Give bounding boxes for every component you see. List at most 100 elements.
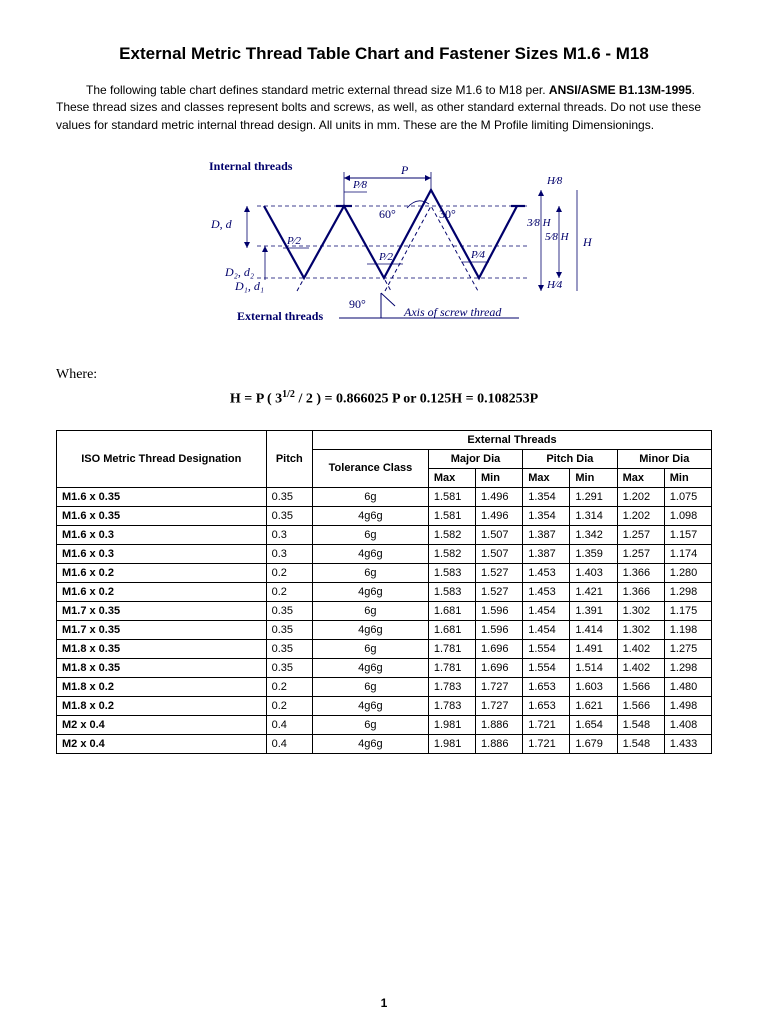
thread-table: ISO Metric Thread Designation Pitch Exte… (56, 430, 712, 754)
table-cell: 4g6g (313, 734, 429, 753)
table-cell: 0.35 (266, 506, 312, 525)
table-cell: 6g (313, 639, 429, 658)
table-cell: 0.2 (266, 582, 312, 601)
table-cell: 6g (313, 601, 429, 620)
table-cell: 0.35 (266, 639, 312, 658)
table-cell: 4g6g (313, 544, 429, 563)
table-cell: 1.480 (664, 677, 711, 696)
table-cell: 1.387 (523, 544, 570, 563)
page-number: 1 (0, 996, 768, 1010)
diagram-Dd: D, d (210, 217, 233, 231)
table-cell: 1.582 (428, 544, 475, 563)
table-cell: 1.596 (476, 601, 523, 620)
table-cell: M1.8 x 0.2 (57, 677, 267, 696)
table-row: M2 x 0.40.46g1.9811.8861.7211.6541.5481.… (57, 715, 712, 734)
table-cell: 1.783 (428, 677, 475, 696)
table-cell: 0.3 (266, 544, 312, 563)
table-cell: 1.257 (617, 525, 664, 544)
th-pitchdia: Pitch Dia (523, 449, 617, 468)
table-row: M1.6 x 0.20.24g6g1.5831.5271.4531.4211.3… (57, 582, 712, 601)
diagram-angle60: 60° (379, 207, 396, 221)
table-cell: 1.366 (617, 582, 664, 601)
table-cell: 0.4 (266, 734, 312, 753)
table-cell: M1.8 x 0.2 (57, 696, 267, 715)
table-cell: M1.6 x 0.2 (57, 582, 267, 601)
table-cell: 1.408 (664, 715, 711, 734)
diagram-angle90: 90° (349, 297, 366, 311)
diagram-axis-label: Axis of screw thread (403, 305, 502, 319)
table-cell: 1.157 (664, 525, 711, 544)
table-cell: 6g (313, 715, 429, 734)
table-cell: 0.2 (266, 696, 312, 715)
table-cell: 1.342 (570, 525, 617, 544)
table-cell: 4g6g (313, 582, 429, 601)
thread-diagram: Axis of screw thread 90° (56, 148, 712, 343)
table-row: M1.8 x 0.20.24g6g1.7831.7271.6531.6211.5… (57, 696, 712, 715)
table-cell: 1.583 (428, 582, 475, 601)
table-row: M1.8 x 0.350.354g6g1.7811.6961.5541.5141… (57, 658, 712, 677)
diagram-P: P (400, 163, 409, 177)
table-cell: 1.679 (570, 734, 617, 753)
table-cell: 6g (313, 563, 429, 582)
table-row: M1.6 x 0.350.356g1.5811.4961.3541.2911.2… (57, 487, 712, 506)
table-cell: 1.653 (523, 677, 570, 696)
table-cell: 1.981 (428, 715, 475, 734)
table-cell: 1.886 (476, 715, 523, 734)
table-cell: 1.527 (476, 582, 523, 601)
table-cell: 1.527 (476, 563, 523, 582)
diagram-H4: H⁄4 (546, 279, 563, 291)
table-cell: 1.496 (476, 487, 523, 506)
table-cell: 1.514 (570, 658, 617, 677)
th-minor-min: Min (664, 468, 711, 487)
table-cell: 6g (313, 525, 429, 544)
table-cell: 1.314 (570, 506, 617, 525)
th-designation: ISO Metric Thread Designation (57, 430, 267, 487)
table-cell: 1.727 (476, 677, 523, 696)
table-cell: 0.35 (266, 487, 312, 506)
table-row: M1.8 x 0.350.356g1.7811.6961.5541.4911.4… (57, 639, 712, 658)
table-cell: 1.696 (476, 658, 523, 677)
diagram-38H: 3⁄8 H (526, 217, 552, 229)
table-cell: 1.454 (523, 620, 570, 639)
table-cell: 1.298 (664, 658, 711, 677)
diagram-P4: P⁄4 (470, 249, 486, 261)
table-cell: 1.981 (428, 734, 475, 753)
table-cell: 1.581 (428, 506, 475, 525)
table-row: M2 x 0.40.44g6g1.9811.8861.7211.6791.548… (57, 734, 712, 753)
intro-paragraph: The following table chart defines standa… (56, 82, 712, 134)
table-row: M1.6 x 0.30.36g1.5821.5071.3871.3421.257… (57, 525, 712, 544)
diagram-D1d1: D₁, d₁ (234, 279, 264, 293)
th-pitch: Pitch (266, 430, 312, 487)
table-cell: 1.391 (570, 601, 617, 620)
diagram-H: H (582, 235, 593, 249)
th-major-max: Max (428, 468, 475, 487)
table-cell: 1.507 (476, 525, 523, 544)
table-cell: 1.454 (523, 601, 570, 620)
table-cell: 1.566 (617, 677, 664, 696)
table-cell: M2 x 0.4 (57, 734, 267, 753)
table-cell: 6g (313, 487, 429, 506)
table-cell: 1.681 (428, 620, 475, 639)
th-major-min: Min (476, 468, 523, 487)
table-cell: 0.4 (266, 715, 312, 734)
table-cell: M1.7 x 0.35 (57, 601, 267, 620)
table-cell: 1.433 (664, 734, 711, 753)
table-cell: 0.35 (266, 658, 312, 677)
table-cell: 1.548 (617, 734, 664, 753)
table-cell: 1.402 (617, 658, 664, 677)
table-cell: 1.075 (664, 487, 711, 506)
table-cell: 1.498 (664, 696, 711, 715)
table-cell: 1.302 (617, 620, 664, 639)
th-minor-max: Max (617, 468, 664, 487)
table-cell: 1.621 (570, 696, 617, 715)
table-cell: 0.3 (266, 525, 312, 544)
table-body: M1.6 x 0.350.356g1.5811.4961.3541.2911.2… (57, 487, 712, 753)
table-cell: 1.507 (476, 544, 523, 563)
table-cell: 1.403 (570, 563, 617, 582)
table-cell: 1.257 (617, 544, 664, 563)
table-cell: M1.6 x 0.3 (57, 525, 267, 544)
table-cell: M1.6 x 0.3 (57, 544, 267, 563)
table-cell: 0.35 (266, 620, 312, 639)
table-cell: 1.402 (617, 639, 664, 658)
table-cell: 1.366 (617, 563, 664, 582)
